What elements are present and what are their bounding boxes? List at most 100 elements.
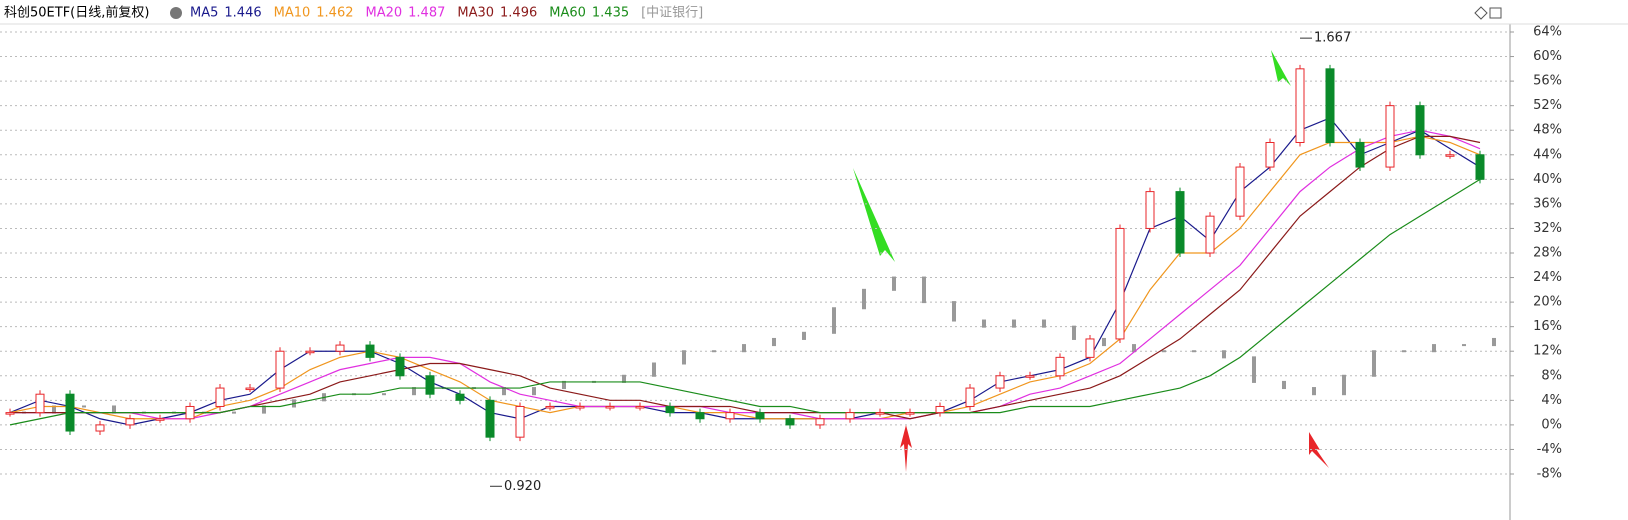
y-tick-label: 56% — [1533, 74, 1562, 89]
panel-icon[interactable] — [1489, 7, 1502, 19]
candle-body — [1175, 191, 1185, 254]
candle-body — [725, 412, 735, 420]
candle-body — [1235, 166, 1245, 217]
y-tick-label: 8% — [1541, 368, 1562, 383]
annotation-label: 0.920 — [504, 479, 541, 494]
candle-body — [425, 375, 435, 395]
compare-bar — [52, 405, 56, 414]
legend-text: MA5 — [190, 6, 218, 21]
compare-bar — [982, 319, 986, 328]
chart-title: 科创50ETF(日线,前复权) — [4, 5, 149, 21]
green-arrow — [853, 168, 895, 262]
candle-body — [605, 405, 615, 409]
compare-bar — [1432, 344, 1436, 353]
candle-body — [575, 405, 585, 409]
y-tick-label: 0% — [1541, 417, 1562, 432]
legend: MA5 1.446 MA10 1.462 MA20 1.487 MA30 1.496 MA60 1… — [190, 6, 703, 21]
compare-bar — [1402, 350, 1406, 353]
candle-body — [215, 387, 225, 407]
y-tick-label: 20% — [1533, 295, 1562, 310]
candle-body — [275, 350, 285, 389]
compare-bar — [502, 387, 506, 396]
candle-body — [1325, 68, 1335, 143]
green-arrow — [1271, 50, 1291, 86]
candle-body — [395, 356, 405, 377]
compare-bar — [1222, 350, 1226, 359]
y-tick-label: -4% — [1537, 442, 1562, 457]
candle-body — [245, 387, 255, 391]
compare-bar — [1042, 319, 1046, 328]
candle-body — [365, 344, 375, 358]
y-tick-label: 28% — [1533, 246, 1562, 261]
compare-bar — [1282, 380, 1286, 390]
candle-body — [455, 393, 465, 401]
legend-text: MA20 — [365, 6, 402, 21]
compare-bar — [232, 411, 236, 414]
candle-body — [545, 405, 555, 409]
compare-bar — [952, 301, 956, 322]
compare-bar — [622, 374, 626, 383]
compare-bar — [1192, 350, 1196, 353]
candle-body — [1025, 375, 1035, 378]
compare-bar — [682, 350, 686, 365]
legend-text: MA30 — [457, 6, 494, 21]
y-tick-label: 60% — [1533, 49, 1562, 64]
candle-body — [185, 405, 195, 420]
y-tick-label: 4% — [1541, 393, 1562, 408]
legend-text: 1.496 — [500, 6, 537, 21]
candle-body — [1295, 68, 1305, 143]
candle-body — [1085, 338, 1095, 358]
legend-text: 1.446 — [224, 6, 261, 21]
candle-body — [305, 350, 315, 354]
compare-bar — [1372, 350, 1376, 377]
candle-body — [635, 405, 645, 409]
y-tick-label: 32% — [1533, 221, 1562, 236]
compare-bar — [892, 276, 896, 291]
candle-body — [935, 405, 945, 414]
candle-body — [485, 399, 495, 438]
compare-bar — [1072, 325, 1076, 340]
candle-body — [995, 375, 1005, 389]
settings-icon[interactable] — [170, 7, 182, 19]
compare-bar — [1102, 337, 1106, 347]
candle-body — [965, 387, 975, 407]
compare-bar — [712, 350, 716, 353]
compare-bar — [832, 307, 836, 334]
candle-body — [1385, 105, 1395, 168]
legend-text: MA10 — [274, 6, 311, 21]
y-tick-label: 16% — [1533, 319, 1562, 334]
candle-body — [1055, 356, 1065, 377]
diamond-icon[interactable] — [1474, 6, 1488, 20]
candle-body — [665, 405, 675, 414]
candle-body — [905, 412, 915, 415]
candle-body — [335, 344, 345, 352]
candle-body — [1265, 142, 1275, 168]
compare-bar — [82, 405, 86, 408]
candle-body — [1475, 154, 1485, 180]
y-tick-label: 36% — [1533, 196, 1562, 211]
legend-text: 1.487 — [408, 6, 445, 21]
candle-body — [785, 418, 795, 426]
candle-body — [1355, 142, 1365, 168]
annotation-label: 1.667 — [1314, 31, 1351, 46]
compare-bar — [1012, 319, 1016, 328]
candle-body — [815, 418, 825, 426]
compare-bar — [652, 362, 656, 377]
compare-bar — [562, 380, 566, 390]
compare-bar — [532, 387, 536, 396]
candle-body — [65, 393, 75, 432]
compare-bar — [802, 331, 806, 340]
compare-bar — [412, 387, 416, 396]
y-tick-label: 40% — [1533, 172, 1562, 187]
compare-bar — [922, 276, 926, 304]
legend-text: 1.462 — [316, 6, 353, 21]
compare-bar — [862, 288, 866, 310]
candle-body — [1445, 154, 1455, 157]
legend-text: [中证银行] — [641, 6, 703, 21]
compare-bar — [1462, 344, 1466, 347]
candle-body — [875, 412, 885, 415]
compare-bar — [1312, 387, 1316, 396]
candle-body — [755, 412, 765, 420]
compare-bar — [1132, 344, 1136, 353]
